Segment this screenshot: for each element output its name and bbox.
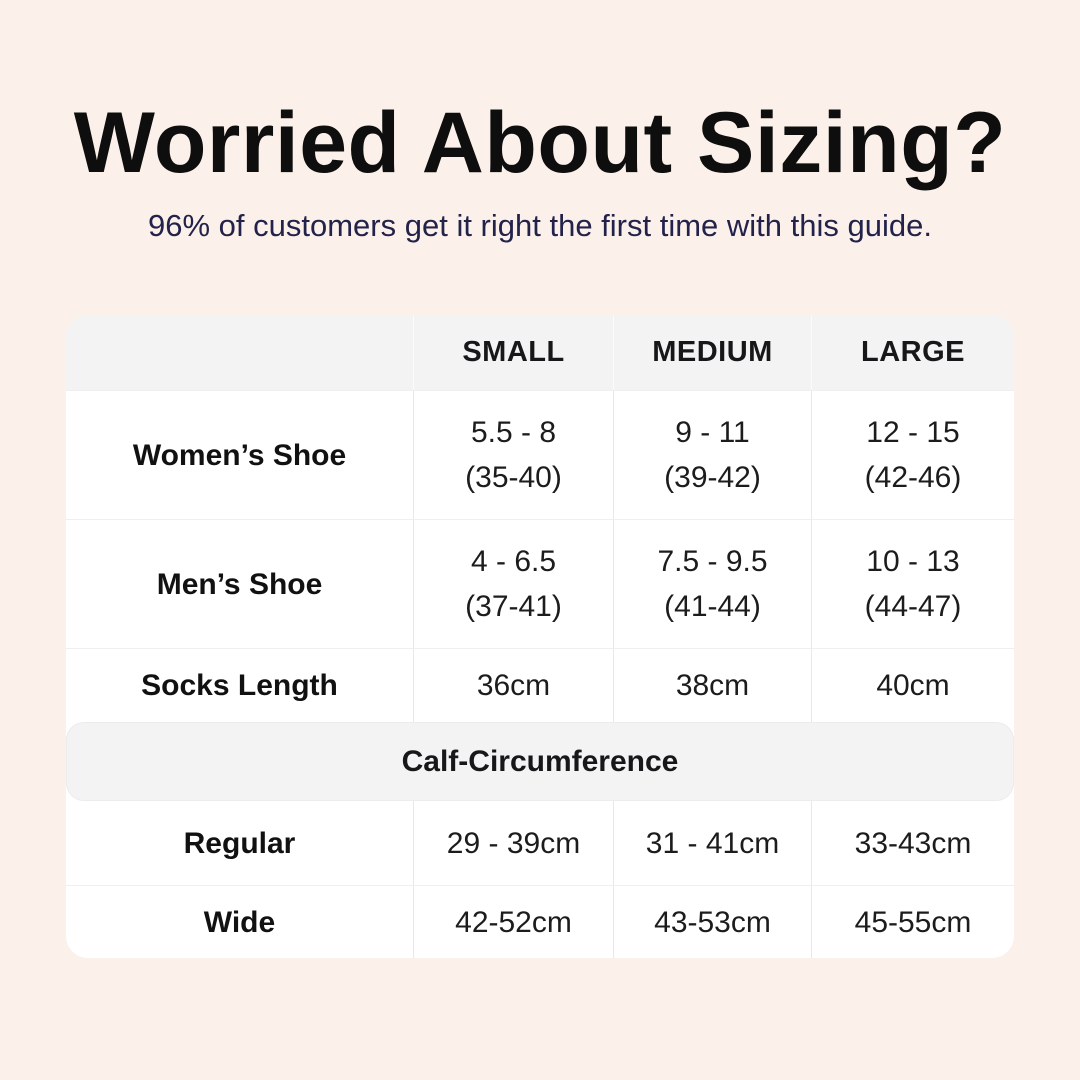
- cell-value-primary: 10 - 13: [866, 545, 960, 578]
- row-label-socks-length: Socks Length: [66, 648, 413, 722]
- cell-regular-medium: 31 - 41cm: [613, 801, 811, 885]
- cell-value-secondary: (42-46): [864, 461, 962, 494]
- cell-value-primary: 9 - 11: [675, 416, 750, 449]
- cell-mens-small: 4 - 6.5 (37-41): [413, 519, 613, 648]
- row-label-mens-shoe: Men’s Shoe: [66, 519, 413, 648]
- cell-mens-medium: 7.5 - 9.5 (41-44): [613, 519, 811, 648]
- size-guide-table: SMALL MEDIUM LARGE Women’s Shoe 5.5 - 8 …: [66, 315, 1014, 958]
- cell-socks-medium: 38cm: [613, 648, 811, 722]
- cell-wide-medium: 43-53cm: [613, 885, 811, 958]
- cell-value-primary: 7.5 - 9.5: [657, 545, 768, 578]
- table-header-empty: [66, 315, 413, 390]
- page-title: Worried About Sizing?: [73, 95, 1007, 191]
- cell-value-primary: 12 - 15: [866, 416, 960, 449]
- row-label-regular: Regular: [183, 826, 296, 860]
- cell-value-secondary: (44-47): [864, 590, 962, 623]
- cell-socks-large: 40cm: [811, 648, 1014, 722]
- table-header-small: SMALL: [413, 315, 613, 390]
- cell-value-primary: 4 - 6.5: [470, 545, 557, 578]
- cell-womens-small: 5.5 - 8 (35-40): [413, 390, 613, 519]
- cell-value-primary: 5.5 - 8: [470, 416, 557, 449]
- table-header-large: LARGE: [811, 315, 1014, 390]
- cell-regular-small: 29 - 39cm: [413, 801, 613, 885]
- cell-womens-large: 12 - 15 (42-46): [811, 390, 1014, 519]
- cell-socks-small: 36cm: [413, 648, 613, 722]
- table-header-medium: MEDIUM: [613, 315, 811, 390]
- cell-wide-small: 42-52cm: [413, 885, 613, 958]
- cell-mens-large: 10 - 13 (44-47): [811, 519, 1014, 648]
- cell-value-secondary: (41-44): [664, 590, 761, 623]
- row-label-womens-shoe: Women’s Shoe: [66, 390, 413, 519]
- cell-regular-large: 33-43cm: [811, 801, 1014, 885]
- cell-value-secondary: (35-40): [465, 461, 562, 494]
- cell-value-secondary: (37-41): [465, 590, 562, 623]
- row-label-wide: Wide: [66, 885, 413, 958]
- cell-womens-medium: 9 - 11 (39-42): [613, 390, 811, 519]
- cell-value-secondary: (39-42): [664, 461, 761, 494]
- page-subtitle: 96% of customers get it right the first …: [148, 208, 932, 243]
- section-header-calf-circumference: Calf-Circumference: [66, 722, 1014, 801]
- cell-wide-large: 45-55cm: [811, 885, 1014, 958]
